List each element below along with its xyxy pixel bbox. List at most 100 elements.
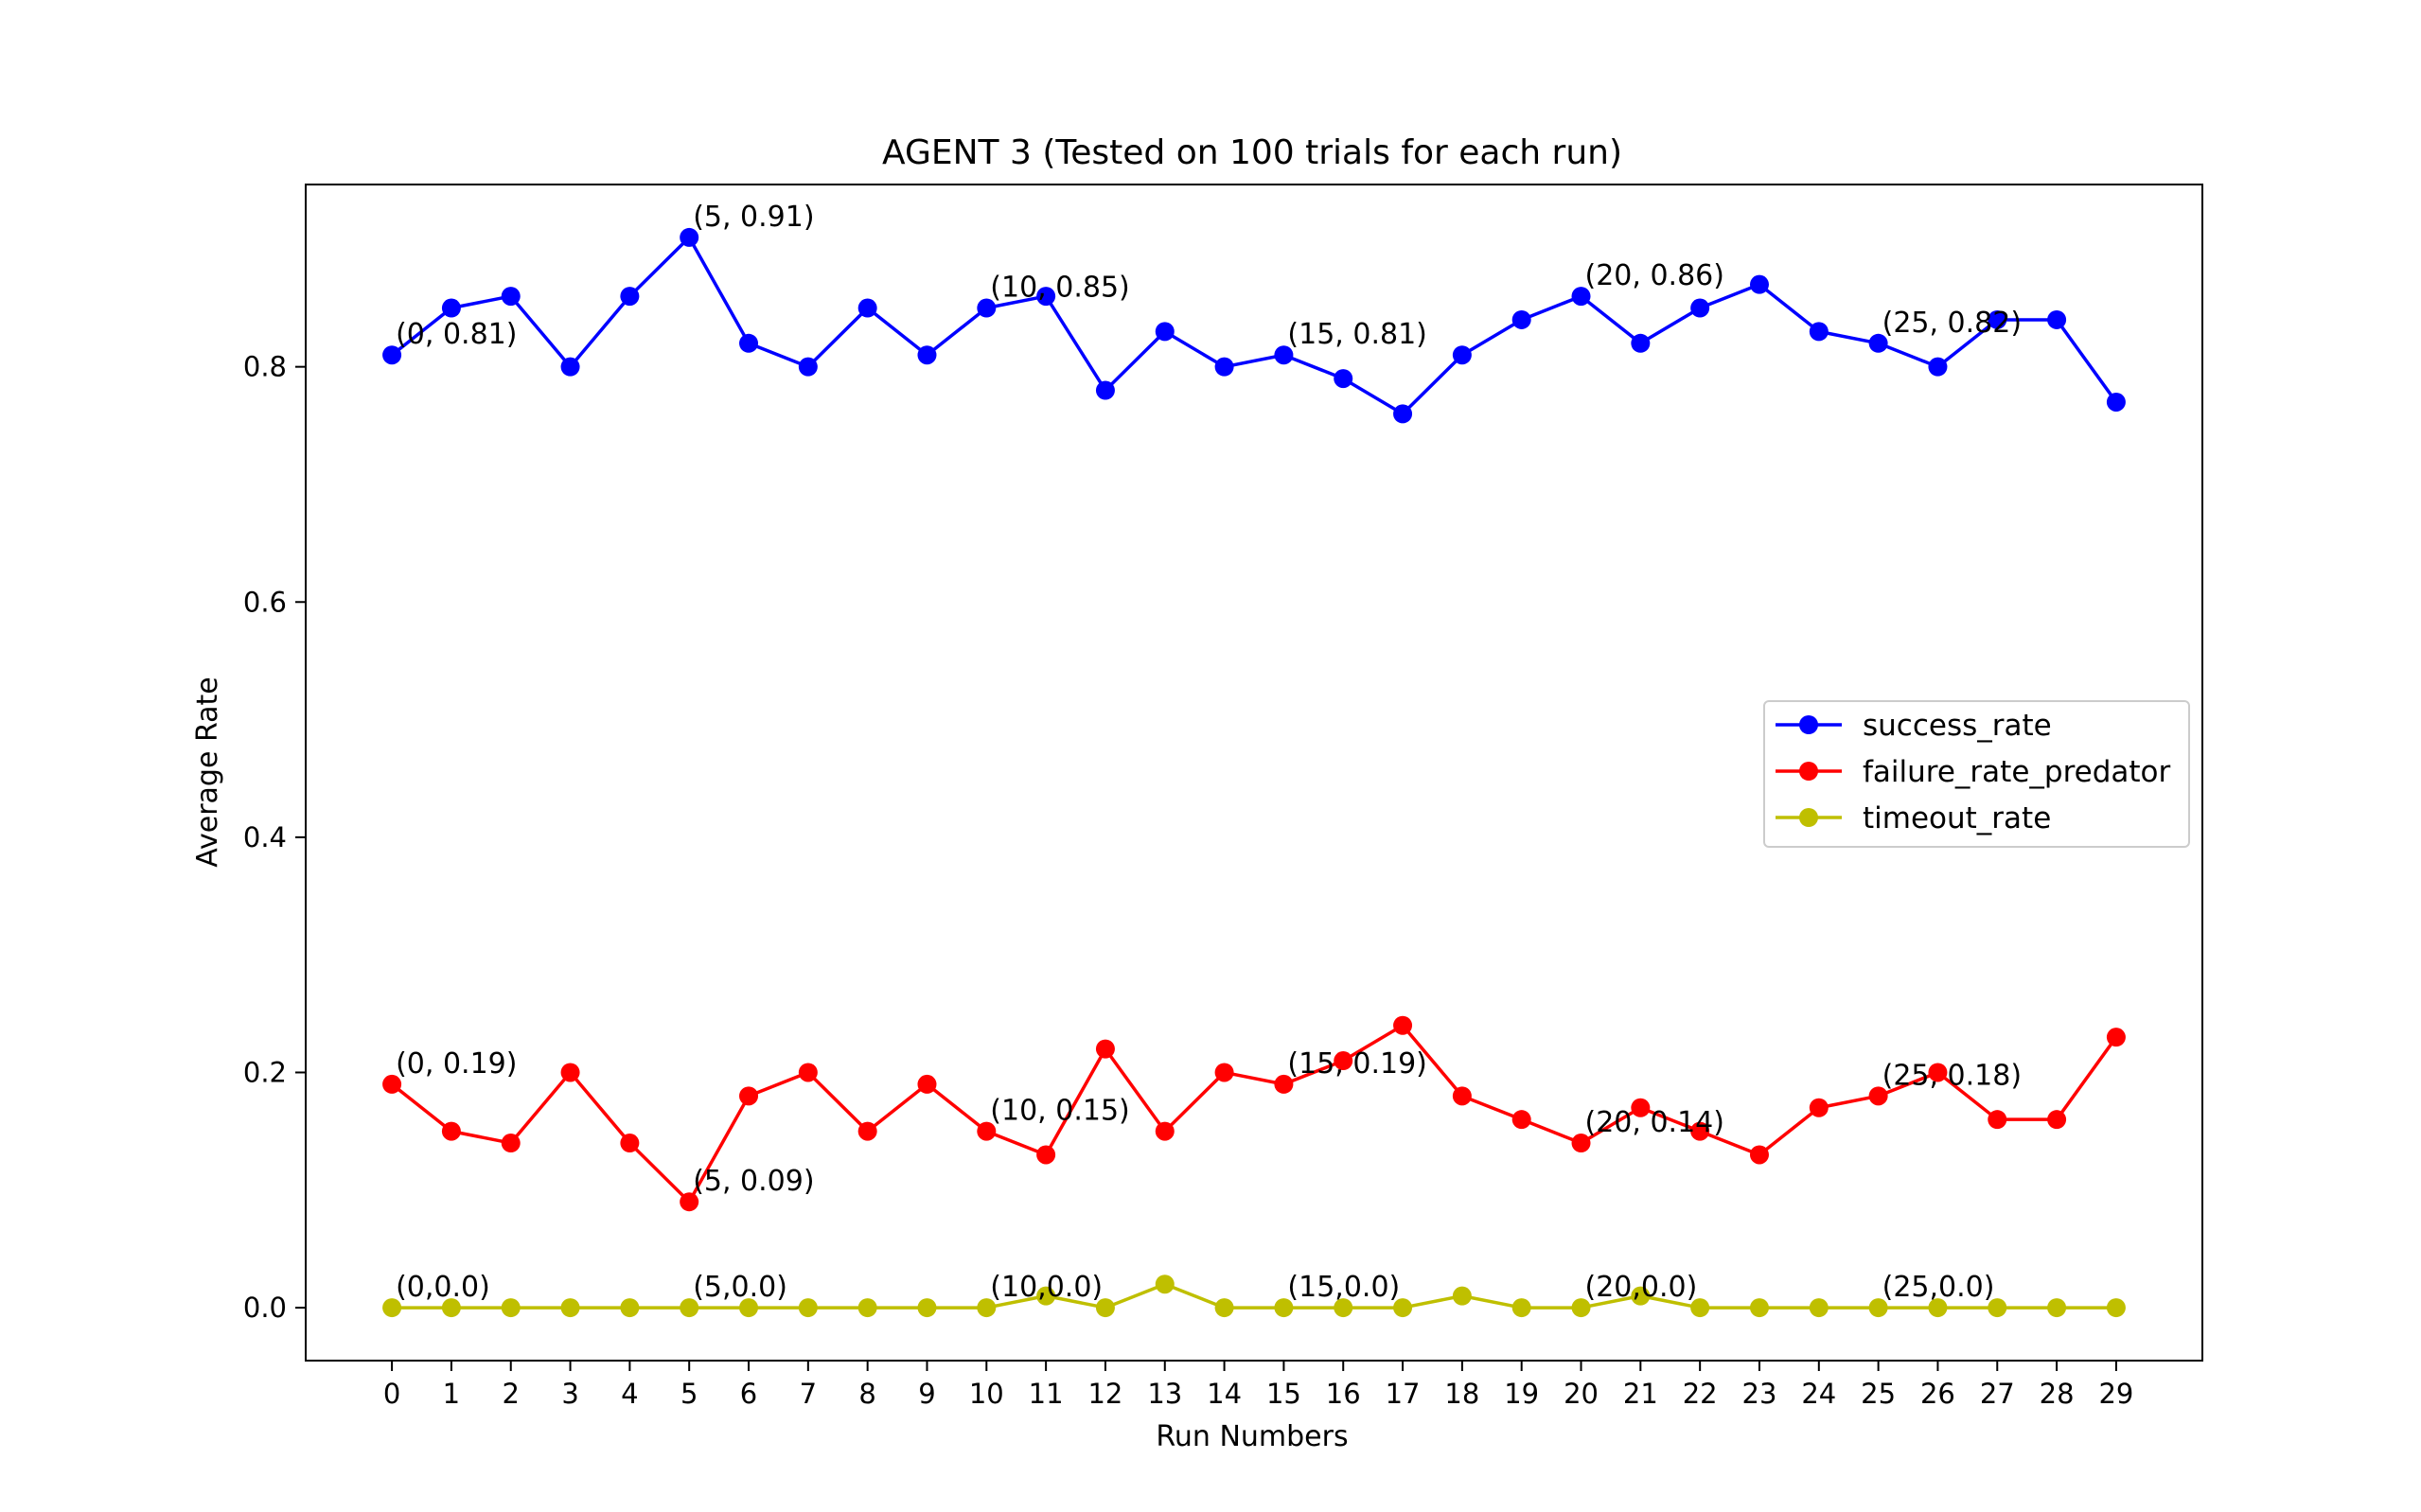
point-annotation: (15, 0.81) <box>1287 318 1426 351</box>
timeout-rate-point <box>2106 1298 2126 1318</box>
failure-rate-predator-point <box>977 1121 997 1141</box>
failure-rate-predator-point <box>680 1192 699 1212</box>
x-tick-label: 15 <box>1266 1378 1301 1410</box>
point-annotation: (25, 0.82) <box>1882 307 2022 340</box>
success-rate-point <box>1809 322 1829 342</box>
x-tick-label: 6 <box>740 1378 757 1410</box>
timeout-rate-point <box>620 1298 640 1318</box>
failure-rate-predator-point <box>2106 1028 2126 1047</box>
failure-rate-predator-point <box>1452 1086 1472 1106</box>
timeout-rate-line <box>392 1282 2116 1310</box>
failure-rate-predator-point <box>1928 1063 1948 1082</box>
failure-rate-predator-point <box>1214 1063 1234 1082</box>
failure-rate-predator-point <box>1749 1145 1769 1165</box>
timeout-rate-point <box>857 1298 877 1318</box>
point-annotation: (0, 0.19) <box>396 1047 517 1081</box>
timeout-rate-legend-marker <box>1799 808 1818 827</box>
timeout-rate-point <box>798 1298 818 1318</box>
x-tick-label: 23 <box>1742 1378 1777 1410</box>
failure-rate-predator-point <box>2047 1110 2067 1130</box>
success-rate-point <box>857 298 877 318</box>
point-annotation: (25,0.0) <box>1882 1271 1995 1304</box>
y-tick-label: 0.0 <box>243 1292 287 1324</box>
timeout-rate-point <box>1928 1298 1948 1318</box>
x-axis-label: Run Numbers <box>1156 1420 1348 1453</box>
failure-rate-predator-point <box>1571 1134 1591 1153</box>
x-tick-label: 21 <box>1623 1378 1658 1410</box>
timeout-rate-point <box>441 1298 461 1318</box>
x-tick-label: 5 <box>680 1378 698 1410</box>
success-rate-point <box>917 345 937 365</box>
success-rate-point <box>1393 404 1413 424</box>
y-axis-label: Average Rate <box>191 677 224 868</box>
x-tick-label: 22 <box>1683 1378 1718 1410</box>
failure-rate-predator-point <box>1868 1086 1888 1106</box>
failure-rate-predator-point <box>917 1074 937 1094</box>
success-rate-point <box>1511 309 1531 329</box>
point-annotation: (20, 0.86) <box>1585 259 1724 292</box>
x-tick-label: 11 <box>1029 1378 1064 1410</box>
success-rate-point <box>977 298 997 318</box>
failure-rate-predator-point <box>1809 1098 1829 1117</box>
point-annotation: (15, 0.19) <box>1287 1047 1426 1081</box>
timeout-rate-point <box>1095 1298 1115 1318</box>
success-rate-point <box>1036 287 1056 307</box>
x-tick-label: 26 <box>1920 1378 1955 1410</box>
x-tick-label: 14 <box>1207 1378 1242 1410</box>
success-rate-line <box>391 236 2118 416</box>
timeout-rate-point <box>501 1298 521 1318</box>
timeout-rate-point <box>917 1298 937 1318</box>
success-rate-point <box>1690 298 1710 318</box>
timeout-rate-legend-label: timeout_rate <box>1863 801 2051 835</box>
timeout-rate-point <box>1393 1298 1413 1318</box>
success-rate-point <box>382 345 402 365</box>
failure-rate-predator-point <box>1036 1145 1056 1165</box>
success-rate-point <box>501 287 521 307</box>
success-rate-point <box>1452 345 1472 365</box>
failure-rate-predator-point <box>857 1121 877 1141</box>
timeout-rate-point <box>1452 1286 1472 1306</box>
failure-rate-predator-line <box>391 1023 2118 1204</box>
timeout-rate-point <box>1036 1286 1056 1306</box>
success-rate-point <box>1334 369 1353 389</box>
x-tick-label: 2 <box>503 1378 520 1410</box>
point-annotation: (5,0.0) <box>693 1271 787 1304</box>
failure-rate-predator-legend-label: failure_rate_predator <box>1863 755 2170 789</box>
success-rate-point <box>798 357 818 377</box>
failure-rate-predator-point <box>1155 1121 1175 1141</box>
x-tick-label: 18 <box>1444 1378 1479 1410</box>
point-annotation: (10,0.0) <box>990 1271 1103 1304</box>
failure-rate-predator-point <box>1690 1121 1710 1141</box>
success-rate-point <box>1868 333 1888 353</box>
timeout-rate-point <box>1334 1298 1353 1318</box>
success-rate-point <box>2047 309 2067 329</box>
x-tick-label: 12 <box>1087 1378 1122 1410</box>
failure-rate-predator-point <box>501 1134 521 1153</box>
x-tick-label: 16 <box>1326 1378 1361 1410</box>
failure-rate-predator-point <box>1631 1098 1651 1117</box>
y-tick-label: 0.6 <box>243 586 287 618</box>
point-annotation: (5, 0.09) <box>693 1165 814 1198</box>
chart-title: AGENT 3 (Tested on 100 trials for each r… <box>882 133 1622 172</box>
failure-rate-predator-point <box>1274 1074 1294 1094</box>
point-annotation: (10, 0.85) <box>990 272 1129 305</box>
timeout-rate-point <box>680 1298 699 1318</box>
point-annotation: (25, 0.18) <box>1882 1059 2022 1092</box>
x-tick-label: 28 <box>2040 1378 2075 1410</box>
x-tick-label: 24 <box>1801 1378 1836 1410</box>
failure-rate-predator-point <box>620 1134 640 1153</box>
failure-rate-predator-legend-marker <box>1799 762 1818 781</box>
timeout-rate-point <box>739 1298 759 1318</box>
timeout-rate-point <box>1155 1275 1175 1294</box>
y-tick-label: 0.2 <box>243 1056 287 1088</box>
failure-rate-predator-point <box>382 1074 402 1094</box>
timeout-rate-point <box>1809 1298 1829 1318</box>
success-rate-point <box>441 298 461 318</box>
timeout-rate-point <box>1690 1298 1710 1318</box>
plot-area <box>305 184 2203 1362</box>
point-annotation: (20, 0.14) <box>1585 1106 1724 1139</box>
y-tick-label: 0.8 <box>243 351 287 383</box>
success-rate-point <box>1749 274 1769 294</box>
failure-rate-predator-point <box>739 1086 759 1106</box>
x-tick-label: 4 <box>621 1378 638 1410</box>
